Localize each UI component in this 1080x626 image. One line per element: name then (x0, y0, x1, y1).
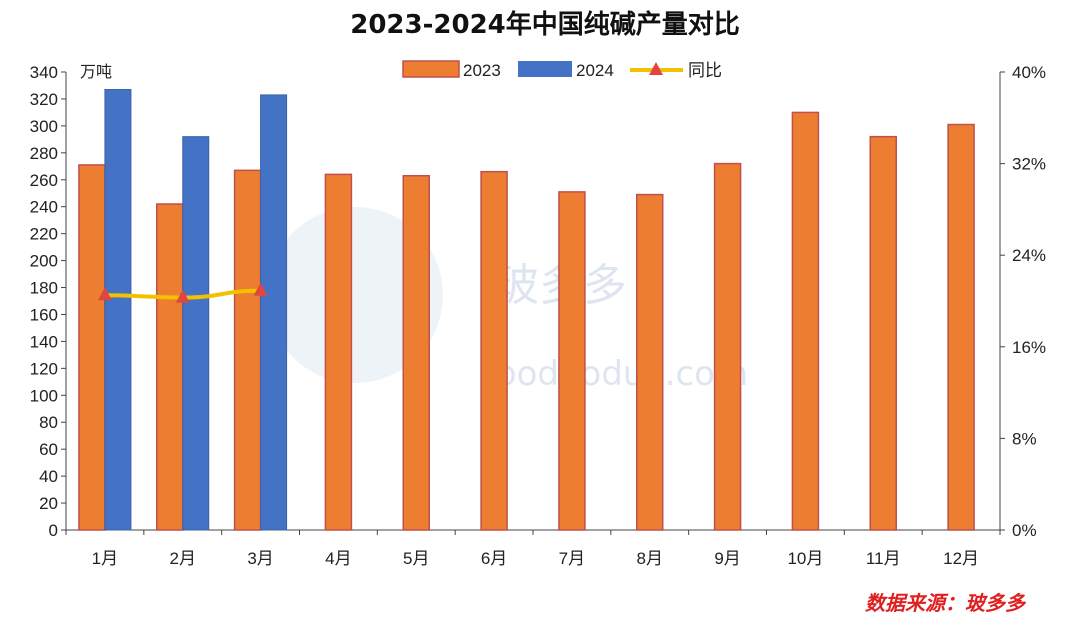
left-axis-tick-label: 180 (30, 279, 58, 298)
left-axis-tick-label: 40 (39, 467, 58, 486)
bar-2023 (156, 203, 184, 531)
left-axis-tick-label: 340 (30, 63, 58, 82)
watermark: 玻多多 boduoduo.com (267, 207, 748, 394)
bar-2023 (558, 191, 586, 531)
bar-2023 (78, 164, 106, 531)
bar-2023 (947, 123, 975, 531)
legend-swatch-2023 (402, 60, 460, 78)
x-axis-tick-label: 9月 (714, 549, 740, 568)
bar-2024 (260, 94, 288, 531)
watermark-sub-text: boduoduo.com (495, 354, 748, 394)
bar-2024 (104, 89, 132, 531)
bar-2023 (480, 170, 508, 531)
left-axis-tick-label: 280 (30, 144, 58, 163)
left-axis-tick-label: 120 (30, 359, 58, 378)
legend-swatch-2024 (518, 61, 572, 77)
x-axis-tick-label: 6月 (481, 549, 507, 568)
left-axis-tick-label: 200 (30, 252, 58, 271)
left-axis-unit: 万吨 (80, 62, 112, 81)
left-axis-tick-label: 260 (30, 171, 58, 190)
x-axis-tick-label: 11月 (866, 549, 901, 568)
bar-2023 (324, 173, 353, 531)
x-axis-tick-label: 10月 (787, 549, 823, 568)
left-axis-tick-label: 0 (49, 521, 58, 540)
x-axis-tick-label: 8月 (637, 549, 663, 568)
legend: 2023 2024 同比 (402, 60, 722, 80)
x-axis-tick-label: 3月 (247, 549, 273, 568)
yoy-line-series (97, 282, 268, 303)
yoy-marker-icon (175, 289, 190, 303)
bar-2023 (233, 169, 262, 531)
x-axis-tick-label: 1月 (92, 549, 118, 568)
bar-2024 (182, 136, 210, 531)
right-axis-tick-label: 32% (1012, 155, 1046, 174)
left-axis-tick-label: 320 (30, 90, 58, 109)
bars (78, 89, 975, 531)
right-axis-tick-label: 24% (1012, 246, 1046, 265)
left-axis-tick-label: 220 (30, 225, 58, 244)
bar-2023 (791, 111, 820, 531)
left-axis-tick-label: 80 (39, 413, 58, 432)
left-axis-tick-label: 240 (30, 198, 58, 217)
x-axis-tick-label: 5月 (403, 549, 429, 568)
bar-2023 (402, 174, 430, 531)
bar-2023 (869, 135, 897, 531)
left-axis-tick-label: 300 (30, 117, 58, 136)
left-axis-tick-label: 60 (39, 440, 58, 459)
right-axis-tick-label: 40% (1012, 63, 1046, 82)
right-axis-tick-label: 8% (1012, 429, 1037, 448)
x-axis-tick-label: 7月 (559, 549, 585, 568)
legend-marker-yoy-icon (649, 62, 663, 75)
right-axis-tick-label: 0% (1012, 521, 1037, 540)
x-axis-tick-label: 4月 (325, 549, 351, 568)
x-axis-tick-label: 12月 (943, 549, 979, 568)
left-axis-tick-label: 20 (39, 494, 58, 513)
watermark-logo-icon (267, 207, 443, 383)
right-axis-tick-label: 16% (1012, 338, 1046, 357)
left-axis-tick-label: 100 (30, 386, 58, 405)
legend-label-yoy: 同比 (688, 61, 722, 80)
legend-label-2023: 2023 (463, 61, 501, 80)
chart-title: 2023-2024年中国纯碱产量对比 (350, 9, 740, 40)
axes: 0 20 40 60 80 100 120 140 160 180 200 220 240 260 280 3… (30, 63, 1046, 568)
yoy-marker-icon (253, 282, 268, 296)
yoy-marker-icon (97, 287, 112, 301)
left-axis-tick-label: 140 (30, 332, 58, 351)
data-source-label: 数据来源：玻多多 (865, 591, 1027, 615)
legend-label-2024: 2024 (576, 61, 614, 80)
left-axis-tick-label: 160 (30, 305, 58, 324)
x-axis-tick-label: 2月 (170, 549, 196, 568)
bar-2023 (713, 162, 742, 531)
bar-2023 (636, 193, 664, 531)
